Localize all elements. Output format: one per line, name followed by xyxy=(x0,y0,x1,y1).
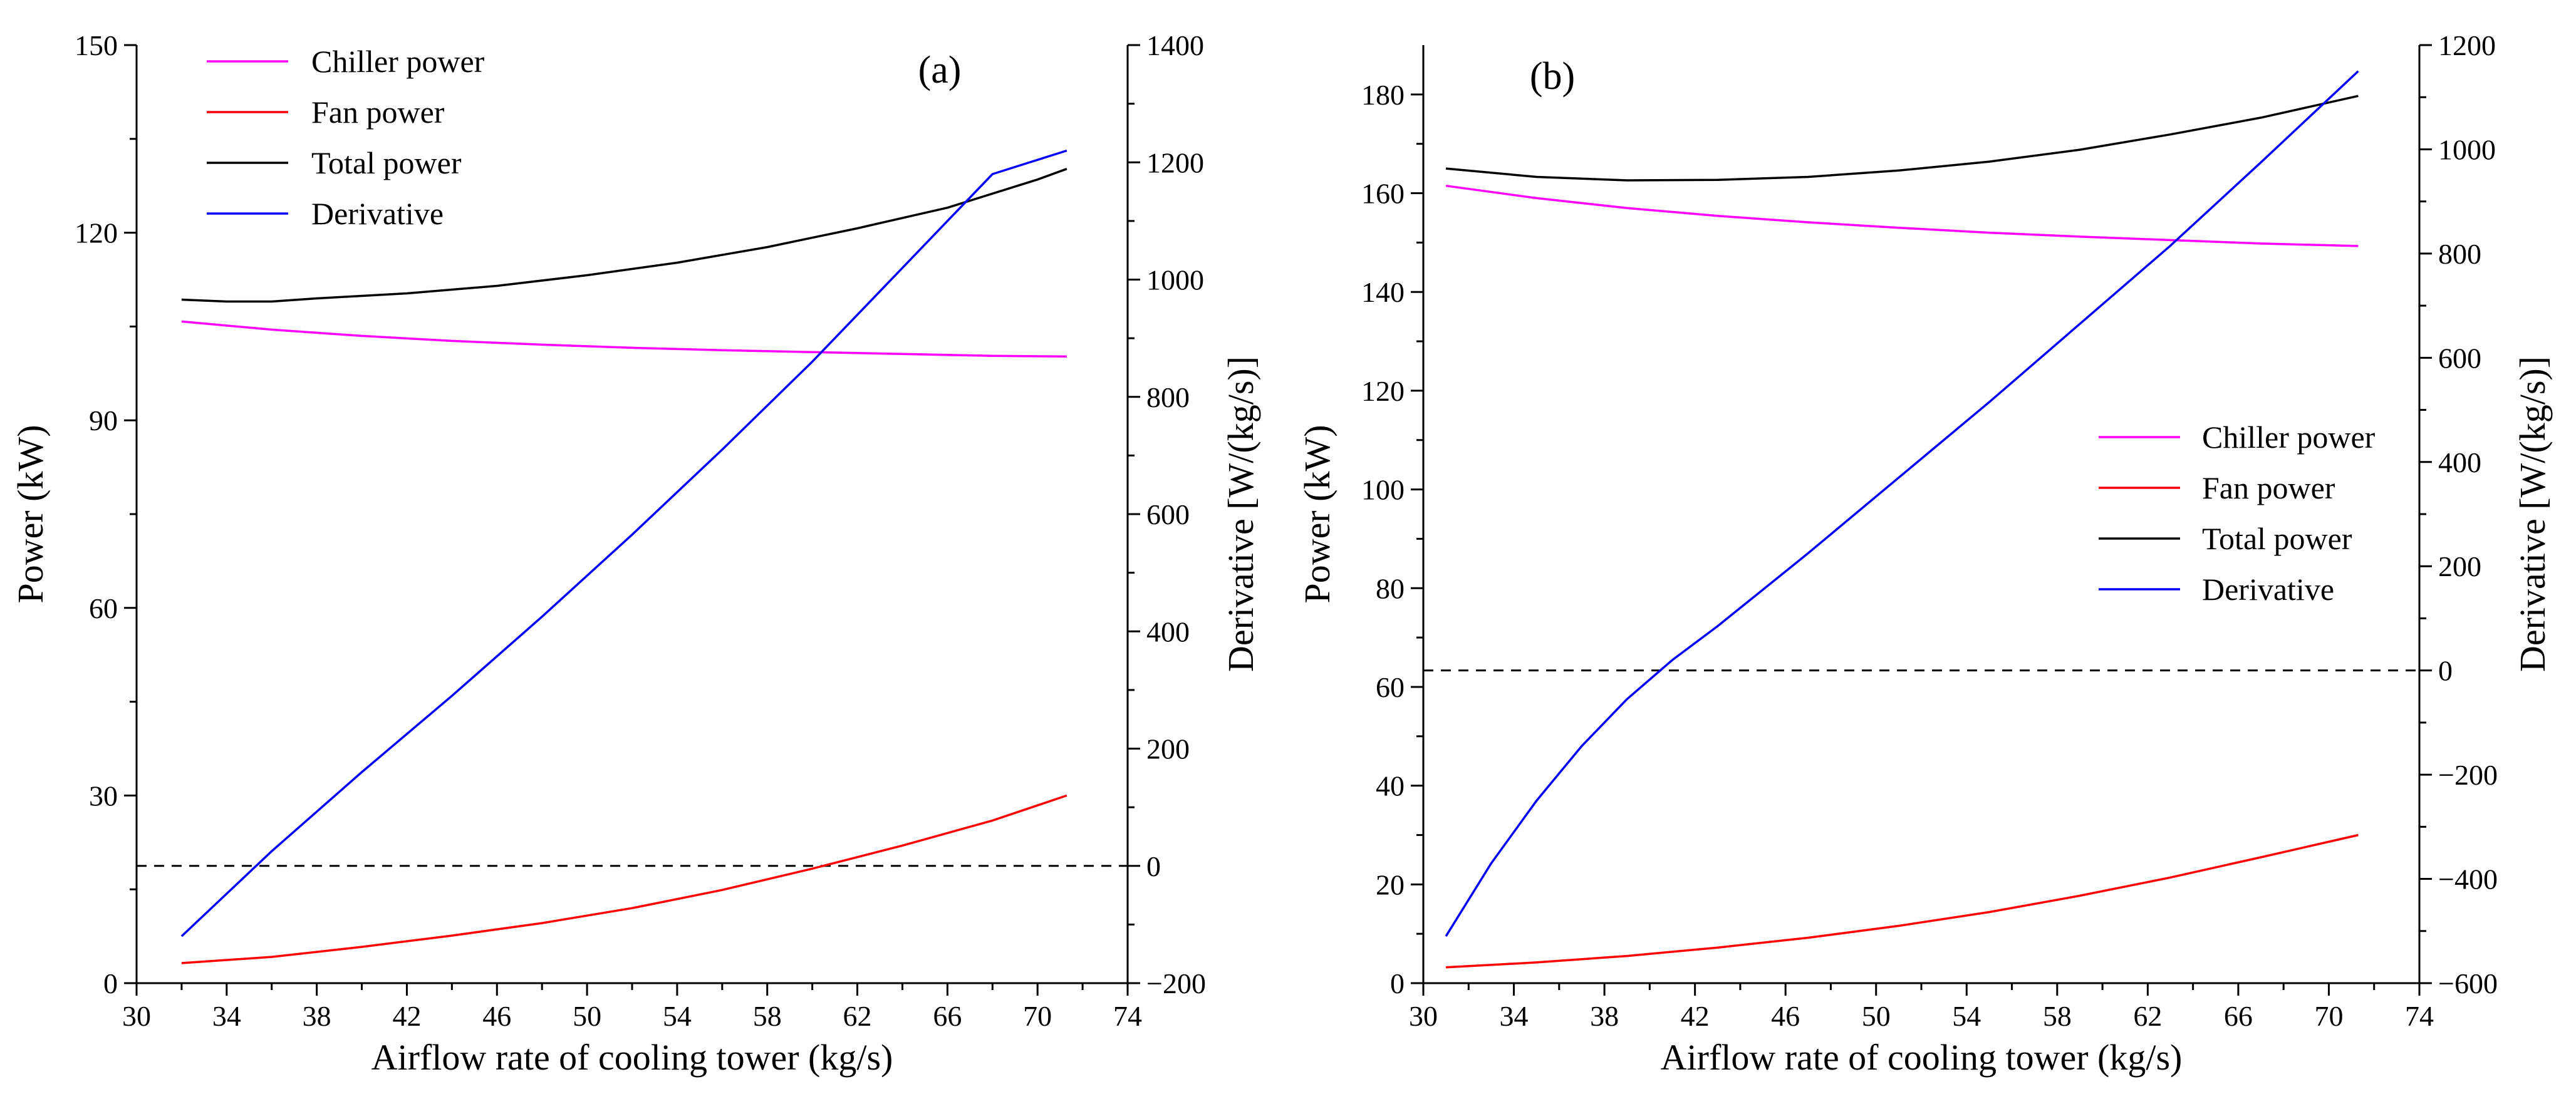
y2-axis-title: Derivative [W/(kg/s)] xyxy=(2512,356,2553,672)
y-tick-label: 90 xyxy=(89,405,118,436)
panel-label: (b) xyxy=(1530,55,1575,98)
x-tick-label: 58 xyxy=(753,1000,782,1032)
x-tick-label: 38 xyxy=(1590,1000,1619,1032)
y2-tick-label: −200 xyxy=(2438,759,2498,791)
x-tick-label: 30 xyxy=(1409,1000,1438,1032)
y2-tick-label: −200 xyxy=(1146,967,1206,999)
panel-label: (a) xyxy=(918,49,962,91)
x-tick-label: 66 xyxy=(2224,1000,2253,1032)
legend-label-fan: Fan power xyxy=(311,95,445,130)
y-tick-label: 100 xyxy=(1361,474,1405,506)
derivative-series-line xyxy=(180,149,1067,937)
y-tick-label: 60 xyxy=(1376,671,1405,703)
x-tick-label: 50 xyxy=(1862,1000,1891,1032)
y2-tick-label: 0 xyxy=(2438,655,2453,687)
total-series-line xyxy=(181,168,1067,303)
x-tick-label: 42 xyxy=(1681,1000,1710,1032)
y2-tick-label: 800 xyxy=(1146,381,1190,413)
y-tick-label: 160 xyxy=(1361,178,1405,210)
y-tick-label: 60 xyxy=(89,592,118,624)
y-tick-label: 80 xyxy=(1376,572,1405,604)
y2-tick-label: 1000 xyxy=(1146,264,1204,296)
x-tick-label: 70 xyxy=(2314,1000,2343,1032)
y2-tick-label: −400 xyxy=(2438,864,2498,895)
y2-tick-label: 1200 xyxy=(2438,29,2496,61)
x-axis-title: Airflow rate of cooling tower (kg/s) xyxy=(371,1037,893,1078)
legend-label-total: Total power xyxy=(2202,521,2352,556)
y-axis-title: Power (kW) xyxy=(10,425,51,603)
total-series-line xyxy=(1445,95,2359,182)
y2-tick-label: 400 xyxy=(2438,446,2481,478)
fan-series-line xyxy=(1446,833,2359,969)
x-tick-label: 74 xyxy=(2405,1000,2434,1032)
y2-tick-label: 400 xyxy=(1146,616,1190,647)
x-tick-label: 54 xyxy=(1952,1000,1981,1032)
y-tick-label: 180 xyxy=(1361,79,1405,111)
y2-axis-title: Derivative [W/(kg/s)] xyxy=(1220,356,1261,672)
y2-tick-label: 200 xyxy=(2438,550,2481,582)
y-tick-label: 20 xyxy=(1376,869,1405,900)
x-tick-label: 54 xyxy=(663,1000,692,1032)
x-tick-label: 42 xyxy=(392,1000,421,1032)
y-tick-label: 120 xyxy=(75,217,118,249)
x-axis-title: Airflow rate of cooling tower (kg/s) xyxy=(1661,1037,2183,1078)
legend-label-chiller: Chiller power xyxy=(311,44,485,79)
legend-label-fan: Fan power xyxy=(2202,470,2335,505)
y2-tick-label: 0 xyxy=(1146,850,1161,882)
x-tick-label: 58 xyxy=(2043,1000,2072,1032)
y-tick-label: 140 xyxy=(1361,276,1405,308)
y-tick-label: 40 xyxy=(1376,770,1405,802)
panel-b: 30 34 38 42 46 50 54 58 62 66 70 74 0 20 40 60 80 100 120 1… xyxy=(1297,29,2553,1078)
x-tick-label: 46 xyxy=(1771,1000,1800,1032)
x-tick-label: 74 xyxy=(1113,1000,1142,1032)
y-tick-label: 0 xyxy=(103,967,118,999)
y-tick-label: 150 xyxy=(75,29,118,61)
legend-label-total: Total power xyxy=(311,145,462,180)
y2-tick-label: 1400 xyxy=(1146,29,1204,61)
x-tick-label: 50 xyxy=(573,1000,601,1032)
y-tick-label: 30 xyxy=(89,780,118,812)
x-tick-label: 66 xyxy=(933,1000,962,1032)
x-tick-label: 62 xyxy=(2133,1000,2162,1032)
x-tick-label: 62 xyxy=(843,1000,872,1032)
legend-label-chiller: Chiller power xyxy=(2202,420,2376,455)
x-tick-label: 34 xyxy=(1500,1000,1529,1032)
legend-label-derivative: Derivative xyxy=(2202,572,2334,607)
y2-tick-label: 1000 xyxy=(2438,133,2496,165)
fan-series-line xyxy=(181,794,1067,964)
panel-a: 30 34 38 42 46 50 54 58 62 66 70 740306090120150−20… xyxy=(10,29,1261,1078)
y2-tick-label: 1200 xyxy=(1146,147,1204,178)
y2-tick-label: 200 xyxy=(1146,733,1190,765)
y2-tick-label: 800 xyxy=(2438,238,2481,270)
x-tick-label: 38 xyxy=(303,1000,331,1032)
y-axis-title: Power (kW) xyxy=(1297,425,1337,603)
y-tick-label: 0 xyxy=(1390,967,1405,999)
x-tick-label: 70 xyxy=(1023,1000,1052,1032)
legend-label-derivative: Derivative xyxy=(311,196,444,231)
derivative-series-line xyxy=(1445,70,2359,937)
y2-tick-label: −600 xyxy=(2438,967,2498,999)
y2-tick-label: 600 xyxy=(1146,498,1190,530)
x-tick-label: 46 xyxy=(482,1000,511,1032)
x-tick-label: 34 xyxy=(212,1000,241,1032)
x-tick-label: 30 xyxy=(122,1000,151,1032)
y-tick-label: 120 xyxy=(1361,375,1405,407)
y2-tick-label: 600 xyxy=(2438,342,2481,374)
chiller-series-line xyxy=(181,320,1067,358)
chiller-series-line xyxy=(1445,184,2359,247)
